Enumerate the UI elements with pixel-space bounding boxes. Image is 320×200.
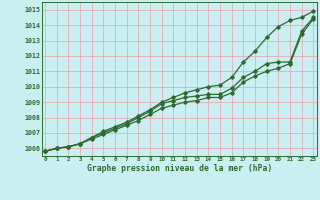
- X-axis label: Graphe pression niveau de la mer (hPa): Graphe pression niveau de la mer (hPa): [87, 164, 272, 173]
